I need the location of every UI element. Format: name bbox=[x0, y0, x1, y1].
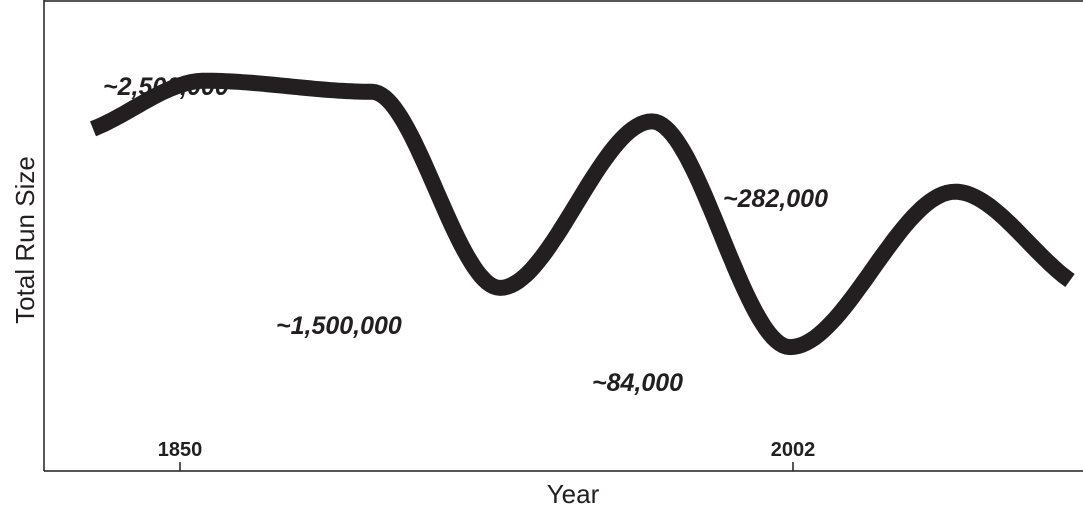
annotation-trough-1: ~1,500,000 bbox=[276, 312, 402, 340]
tick-label-2002: 2002 bbox=[771, 439, 816, 461]
x-axis-label: Year bbox=[547, 479, 600, 509]
y-axis-label: Total Run Size bbox=[10, 156, 40, 324]
annotation-peak-3: ~282,000 bbox=[723, 185, 828, 213]
annotation-trough-2: ~84,000 bbox=[592, 369, 683, 397]
plot-frame bbox=[43, 0, 1083, 472]
annotation-peak-1: ~2,500,000 bbox=[103, 73, 229, 101]
x-ticks: 1850 2002 bbox=[158, 439, 816, 471]
annotations: ~2,500,000 ~1,500,000 ~84,000 ~282,000 bbox=[103, 73, 828, 397]
tick-label-1850: 1850 bbox=[158, 439, 203, 461]
run-size-curve bbox=[90, 72, 1075, 356]
